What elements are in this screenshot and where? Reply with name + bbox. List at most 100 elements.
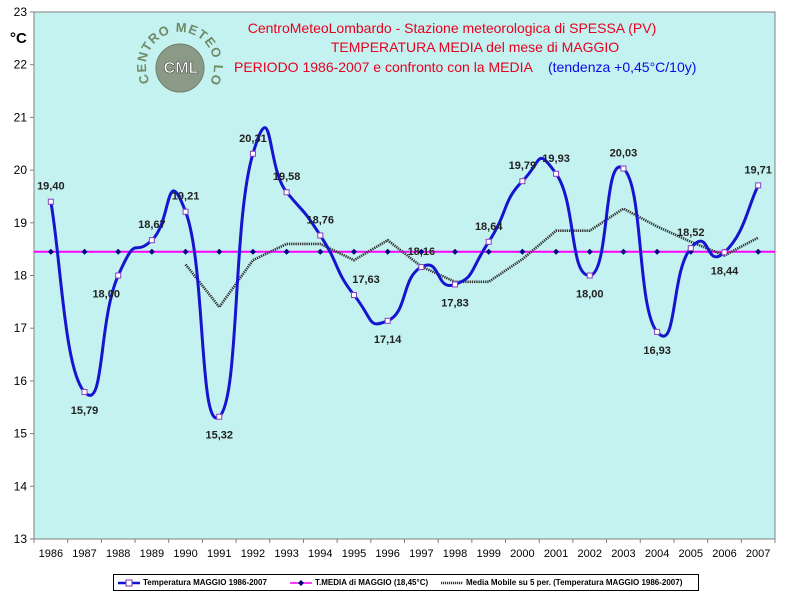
y-tick-label: 20 [14,163,28,177]
temperature-point [216,413,223,420]
y-tick-label: 13 [14,532,28,546]
temperature-point [519,178,526,185]
legend-swatch-moving-average [441,581,463,584]
temperature-point [418,264,425,271]
data-label: 17,14 [374,334,402,346]
data-label: 18,16 [408,246,436,258]
x-tick-label: 2001 [544,548,568,560]
y-tick-label: 15 [14,427,28,441]
data-label: 19,21 [172,191,200,203]
x-tick-label: 2003 [611,548,635,560]
y-tick-label: 23 [14,5,28,19]
y-tick-label: 22 [14,58,28,72]
legend-label-moving-average: Media Mobile su 5 per. (Temperatura MAGG… [466,578,683,587]
y-axis-label: °C [10,30,27,47]
mean-point [216,248,223,255]
legend-item-moving-average: Media Mobile su 5 per. (Temperatura MAGG… [441,575,682,590]
temperature-point [586,272,593,279]
series-line-temperature [49,126,760,420]
temperature-point [654,328,661,335]
chart-subtitle: TEMPERATURA MEDIA del mese di MAGGIO [331,39,619,55]
x-tick-label: 1990 [173,548,197,560]
legend-label-temperature: Temperatura MAGGIO 1986-2007 [143,578,267,587]
mean-point [755,248,762,255]
legend-label-mean: T.MEDIA di MAGGIO (18,45°C) [315,578,429,587]
x-tick-label: 2000 [510,548,534,560]
legend-swatch-mean [290,579,312,586]
x-tick-label: 1989 [140,548,164,560]
temperature-point [182,208,189,215]
temperature-point [350,291,357,298]
chart-title: CentroMeteoLombardo - Stazione meteorolo… [248,20,657,36]
mean-point [452,248,459,255]
x-tick-label: 1995 [342,548,366,560]
temperature-point [317,232,324,239]
mean-point [283,248,290,255]
x-tick-label: 1996 [375,548,399,560]
data-label: 19,79 [509,160,537,172]
y-tick-label: 18 [14,269,28,283]
mean-point [47,248,54,255]
x-tick-label: 1999 [476,548,500,560]
logo-badge [155,43,205,93]
data-label: 20,03 [610,148,638,160]
mean-point [182,248,189,255]
series-line-moving-average [184,207,759,310]
data-label: 18,52 [677,227,705,239]
data-label: 18,64 [475,221,503,233]
mean-point [586,248,593,255]
x-tick-label: 1991 [207,548,231,560]
y-tick-label: 21 [14,110,28,124]
temperature-point [687,245,694,252]
x-tick-label: 1998 [443,548,467,560]
data-label: 16,93 [643,345,671,357]
mean-point [384,248,391,255]
x-tick-label: 1993 [274,548,298,560]
temperature-point [249,150,256,157]
x-tick-label: 1994 [308,548,332,560]
mean-point [148,248,155,255]
mean-point [81,248,88,255]
chart-period-line: PERIODO 1986-2007 e confronto con la MED… [234,59,696,75]
data-label: 17,83 [441,297,469,309]
temperature-point [148,237,155,244]
plot-area [33,11,776,540]
x-tick-label: 2004 [645,548,669,560]
mean-point [519,248,526,255]
temperature-point [755,182,762,189]
data-label: 19,93 [542,153,570,165]
legend-swatch-temperature [118,579,140,586]
mean-point [115,248,122,255]
legend: Temperatura MAGGIO 1986-2007 T.MEDIA di … [113,574,699,591]
mean-point [620,248,627,255]
data-label: 18,44 [711,265,739,277]
data-label: 15,79 [71,405,99,417]
legend-item-mean: T.MEDIA di MAGGIO (18,45°C) [290,575,428,590]
temperature-point [485,238,492,245]
temperature-point [384,317,391,324]
x-tick-label: 1992 [241,548,265,560]
y-tick-label: 17 [14,321,28,335]
data-label: 19,40 [37,181,65,193]
temperature-point [553,170,560,177]
x-tick-label: 2005 [679,548,703,560]
trend-note: (tendenza +0,45°C/10y) [548,59,696,75]
temperature-point [81,388,88,395]
x-tick-label: 1997 [409,548,433,560]
x-tick-label: 1988 [106,548,130,560]
temperature-point [283,189,290,196]
mean-point [418,248,425,255]
temperature-point [620,165,627,172]
logo-center-text: CML [164,60,199,77]
chart-period: PERIODO 1986-2007 e confronto con la MED… [234,59,533,75]
data-label: 18,00 [576,289,604,301]
x-tick-label: 1986 [39,548,63,560]
data-label: 18,00 [92,289,120,301]
data-label: 19,71 [744,164,772,176]
x-tick-label: 2002 [578,548,602,560]
temperature-point [452,281,459,288]
data-label: 18,67 [138,219,166,231]
data-label: 18,76 [307,214,335,226]
legend-item-temperature: Temperatura MAGGIO 1986-2007 [118,575,267,590]
